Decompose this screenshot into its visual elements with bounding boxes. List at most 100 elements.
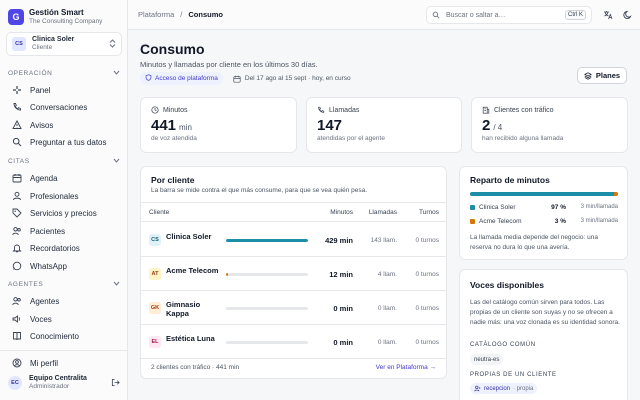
chevron-down-icon	[113, 158, 120, 165]
language-icon[interactable]	[602, 9, 614, 21]
section-citas[interactable]: CITAS	[8, 158, 120, 165]
sidebar-item-label: Panel	[30, 85, 51, 95]
calls-cell: 0 llam.	[377, 305, 397, 312]
column-header[interactable]: Minutos	[330, 209, 353, 216]
topbar: Plataforma / Consumo Buscar o saltar a… …	[128, 0, 640, 30]
user-name: Equipo Centralita	[29, 375, 87, 382]
sidebar-item-agenda[interactable]: Agenda	[12, 171, 120, 185]
sidebar-item-whatsapp[interactable]: WhatsApp	[12, 259, 120, 273]
stat-description: han recibido alguna llamada	[482, 135, 564, 142]
plans-button[interactable]: Planes	[577, 67, 627, 84]
view-in-platform-link[interactable]: Ver en Plataforma →	[375, 364, 436, 371]
section-agentes[interactable]: AGENTES	[8, 281, 120, 288]
brand[interactable]: G Gestión Smart The Consulting Company	[8, 8, 102, 26]
sidebar-item-conversaciones[interactable]: Conversaciones	[12, 100, 120, 114]
voice-chip-own[interactable]: recepcion · propia	[470, 383, 538, 394]
search-input[interactable]: Buscar o saltar a… Ctrl K	[426, 6, 592, 24]
sidebar-item-agentes[interactable]: Agentes	[12, 294, 120, 308]
minutes-cell: 0 min	[333, 338, 353, 347]
breadcrumb-separator: /	[180, 10, 183, 19]
section-operacion[interactable]: OPERACIÓN	[8, 70, 120, 77]
sidebar-item-label: Pacientes	[30, 226, 66, 236]
voice-chip[interactable]: neutra-es	[470, 354, 504, 365]
sidebar-item-mi-perfil[interactable]: Mi perfil	[12, 356, 120, 370]
breadcrumb-current: Consumo	[188, 10, 223, 19]
column-header[interactable]: Cliente	[149, 209, 170, 216]
theme-toggle-icon[interactable]	[622, 9, 634, 21]
sidebar-item-voces[interactable]: Voces	[12, 312, 120, 326]
legend-item: Acme Telecom 3 % 3 min/llamada	[470, 217, 618, 227]
turns-cell: 0 turnos	[415, 271, 440, 278]
legend-item: Clinica Soler 97 % 3 min/llamada	[470, 203, 618, 213]
column-header[interactable]: Llamadas	[368, 209, 397, 216]
sidebar-item-avisos[interactable]: Avisos	[12, 118, 120, 132]
profile-icon	[12, 358, 22, 368]
calendar-icon	[12, 173, 22, 183]
common-catalog-label: CATÁLOGO COMÚN	[470, 342, 536, 348]
sidebar-item-label: Agenda	[30, 173, 58, 183]
legend-label: Acme Telecom	[479, 218, 522, 225]
distribution-bar	[470, 192, 618, 196]
sidebar-item-conocimiento[interactable]: Conocimiento	[12, 329, 120, 343]
breadcrumb-item[interactable]: Plataforma	[138, 10, 175, 19]
usage-bar	[226, 239, 308, 242]
usage-bar	[226, 273, 308, 276]
stat-value: 441	[151, 117, 177, 134]
legend-percent: 97 %	[551, 204, 566, 211]
minutes-cell: 0 min	[333, 304, 353, 313]
client-avatar: CS	[12, 37, 26, 51]
turns-cell: 0 turnos	[415, 305, 440, 312]
calendar-icon	[233, 75, 241, 83]
table-row[interactable]: EL Estética Luna 0 min 0 llam. 0 turnos	[141, 325, 447, 359]
stat-label: Minutos	[163, 106, 188, 114]
plans-button-label: Planes	[595, 71, 621, 80]
usage-bar	[226, 307, 308, 310]
search-icon	[12, 137, 22, 147]
card-title: Por cliente	[151, 175, 195, 185]
stat-unit: min	[179, 123, 192, 132]
stat-label: Clientes con tráfico	[494, 106, 554, 114]
table-row[interactable]: CS Clinica Soler 429 min 143 llam. 0 tur…	[141, 223, 447, 257]
usage-bar-fill	[226, 273, 229, 276]
agents-icon	[12, 296, 22, 306]
minutes-cell: 429 min	[325, 236, 353, 245]
users-icon	[12, 226, 22, 236]
minutes-cell: 12 min	[329, 270, 353, 279]
page-title: Consumo	[140, 41, 205, 57]
chevron-down-icon	[113, 70, 120, 77]
distribution-segment	[613, 192, 618, 196]
legend-rate: 3 min/llamada	[580, 204, 618, 210]
search-shortcut: Ctrl K	[565, 10, 586, 20]
voices-card: Voces disponibles Las del catálogo común…	[459, 269, 628, 400]
client-role: Cliente	[32, 44, 53, 51]
sidebar-item-pacientes[interactable]: Pacientes	[12, 224, 120, 238]
per-client-card: Por cliente La barra se mide contra el q…	[140, 166, 447, 379]
search-placeholder: Buscar o saltar a…	[446, 11, 506, 19]
column-header[interactable]: Turnos	[419, 209, 439, 216]
table-header: Cliente Minutos Llamadas Turnos	[141, 202, 447, 222]
access-badge: Acceso de plataforma	[140, 72, 223, 85]
legend-label: Clinica Soler	[479, 204, 516, 211]
sidebar-item-preguntar[interactable]: Preguntar a tus datos	[12, 135, 120, 149]
client-selector[interactable]: CS Clinica Soler Cliente	[6, 32, 122, 56]
logout-icon[interactable]	[111, 378, 120, 389]
client-avatar: GK	[149, 302, 161, 314]
user-box: EC Equipo Centralita Administrador	[8, 375, 120, 391]
distribution-segment	[470, 192, 614, 196]
client-name: Estética Luna	[166, 334, 215, 343]
sidebar-item-profesionales[interactable]: Profesionales	[12, 189, 120, 203]
sidebar-item-recordatorios[interactable]: Recordatorios	[12, 241, 120, 255]
section-label: CITAS	[8, 158, 30, 165]
sidebar-item-panel[interactable]: Panel	[12, 83, 120, 97]
sidebar-item-label: Mi perfil	[30, 358, 59, 368]
client-name: Acme Telecom	[166, 266, 219, 275]
table-row[interactable]: AT Acme Telecom 12 min 4 llam. 0 turnos	[141, 257, 447, 291]
stat-label-row: Llamadas	[317, 106, 359, 114]
legend-rate: 3 min/llamada	[580, 218, 618, 224]
sidebar-divider	[0, 350, 127, 351]
clock-icon	[151, 106, 159, 114]
date-range: Del 17 ago al 15 sept · hoy, en curso	[233, 75, 351, 83]
sidebar-item-servicios[interactable]: Servicios y precios	[12, 206, 120, 220]
table-row[interactable]: GK Gimnasio Kappa 0 min 0 llam. 0 turnos	[141, 291, 447, 325]
stat-value-row: 147	[317, 117, 342, 134]
